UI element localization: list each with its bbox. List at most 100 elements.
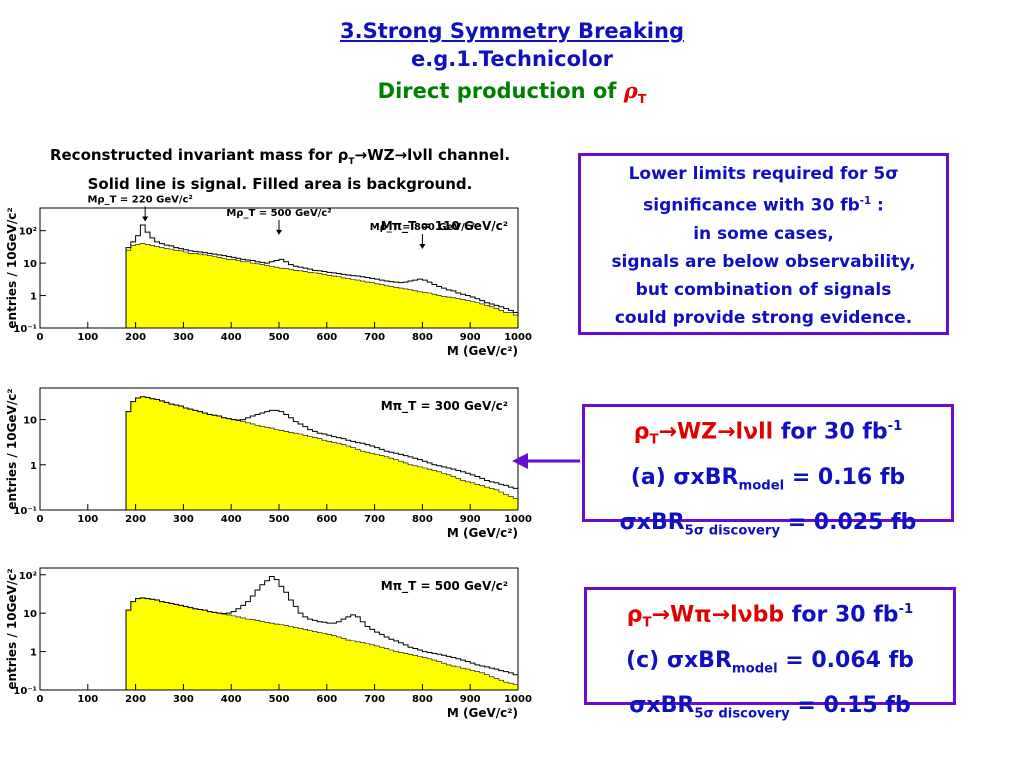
wpi-discovery-sub: 5σ discovery xyxy=(694,706,790,722)
pointer-arrow-head xyxy=(512,453,528,469)
y-axis-label: entries / 10GeV/c² xyxy=(5,388,19,509)
x-tick-label: 100 xyxy=(77,694,98,705)
caption-line-2: Solid line is signal. Filled area is bac… xyxy=(87,175,473,193)
wpi-process: →Wπ→lνbb xyxy=(651,602,785,628)
pointer-arrow xyxy=(512,453,580,469)
x-tick-label: 900 xyxy=(460,514,481,525)
annotation-500-label: Mρ_T = 500 GeV/c² xyxy=(226,208,331,219)
x-tick-label: 500 xyxy=(269,694,290,705)
rho-symbol: ρ xyxy=(623,78,638,103)
y-tick-label: 10⁻¹ xyxy=(13,506,37,517)
annotation-500-arrowhead xyxy=(276,229,282,235)
y-tick-label: 10 xyxy=(23,259,37,270)
background-histogram xyxy=(125,396,519,511)
info-box-limits: Lower limits required for 5σ significanc… xyxy=(578,153,949,335)
x-tick-label: 500 xyxy=(269,332,290,343)
caption-rho: ρ xyxy=(337,146,349,164)
y-tick-label: 10 xyxy=(23,416,37,427)
y-tick-label: 1 xyxy=(30,461,37,472)
panel-legend: Mπ_T = 300 GeV/c² xyxy=(381,399,508,414)
wz-rho-sub: T xyxy=(649,432,659,448)
info-box-wpi: ρT→Wπ→lνbb for 30 fb-1 (c) σxBRmodel = 0… xyxy=(584,587,956,722)
x-tick-label: 700 xyxy=(364,514,385,525)
caption-rho-sub: T xyxy=(348,157,355,167)
annotation-800-label: Mρ_T = 800 GeV/c² xyxy=(370,222,475,233)
background-histogram xyxy=(125,243,519,329)
x-tick-label: 900 xyxy=(460,694,481,705)
wpi-model-label: (c) σxBR xyxy=(626,647,732,673)
y-tick-label: 10 xyxy=(23,609,37,620)
limits-line-2: significance with 30 fb-1 : xyxy=(581,188,946,220)
histogram-panel-2: 0 100 200 300 400 500 600 700 800 900 1000 10⁻¹ 1 10 M… xyxy=(5,387,532,540)
signal-histogram xyxy=(125,396,518,510)
wz-process: →WZ→lνll xyxy=(658,419,774,445)
title-line-3-text: Direct production of xyxy=(377,79,624,103)
x-tick-label: 700 xyxy=(364,332,385,343)
x-tick-label: 600 xyxy=(316,514,337,525)
wpi-rho: ρ xyxy=(626,602,643,628)
x-tick-label: 600 xyxy=(316,694,337,705)
wpi-line-3: σxBR5σ discovery = 0.15 fb xyxy=(587,687,953,732)
wpi-luminosity-sup: -1 xyxy=(898,602,914,617)
x-tick-label: 800 xyxy=(412,514,433,525)
x-tick-label: 100 xyxy=(77,514,98,525)
limits-line-6: could provide strong evidence. xyxy=(614,307,913,328)
x-axis-label: M (GeV/c²) xyxy=(447,344,518,358)
limits-line-5: but combination of signals xyxy=(635,279,892,300)
x-axis-label: M (GeV/c²) xyxy=(447,526,518,540)
info-box-wz: ρT→WZ→lνll for 30 fb-1 (a) σxBRmodel = 0… xyxy=(582,404,954,539)
limits-line-2-sup: -1 xyxy=(859,196,872,207)
x-tick-label: 1000 xyxy=(504,694,532,705)
limits-line-4: signals are below observability, xyxy=(611,251,916,272)
x-tick-label: 700 xyxy=(364,694,385,705)
x-tick-label: 100 xyxy=(77,332,98,343)
caption-line-1: Reconstructed invariant mass for ρT→WZ→l… xyxy=(0,144,560,173)
x-tick-label: 800 xyxy=(412,694,433,705)
y-tick-label: 1 xyxy=(30,648,37,659)
limits-line-2-text: significance with 30 fb xyxy=(643,195,860,216)
x-tick-label: 0 xyxy=(37,514,44,525)
x-tick-label: 400 xyxy=(221,694,242,705)
x-tick-label: 0 xyxy=(37,694,44,705)
wz-rho: ρ xyxy=(633,419,650,445)
x-tick-label: 300 xyxy=(173,332,194,343)
y-tick-label: 10⁻¹ xyxy=(13,686,37,697)
wz-line-3: σxBR5σ discovery = 0.025 fb xyxy=(585,504,951,549)
title-line-1: 3.Strong Symmetry Breaking xyxy=(340,19,684,43)
x-axis-label: M (GeV/c²) xyxy=(447,706,518,720)
wz-discovery-sub: 5σ discovery xyxy=(684,523,781,539)
y-axis-label: entries / 10GeV/c² xyxy=(5,207,19,328)
y-tick-label: 10⁻¹ xyxy=(13,324,37,335)
signal-histogram xyxy=(125,576,518,690)
wpi-line-1: ρT→Wπ→lνbb for 30 fb-1 xyxy=(587,591,953,642)
annotation-220-label: Mρ_T = 220 GeV/c² xyxy=(87,195,192,206)
caption-post: →WZ→lνll channel. xyxy=(354,146,511,164)
histogram-panel-1: 0 100 200 300 400 500 600 700 800 900 1000 10⁻¹ 1 10 1… xyxy=(5,195,532,358)
wz-discovery-value: = 0.025 fb xyxy=(780,510,917,536)
title-line-2: e.g.1.Technicolor xyxy=(410,47,613,71)
background-histogram xyxy=(125,597,519,691)
annotation-220-arrowhead xyxy=(142,216,149,222)
wz-model-label: (a) σxBR xyxy=(630,464,739,490)
y-tick-label: 10² xyxy=(19,571,37,582)
limits-line-2-post: : xyxy=(871,195,884,216)
limits-line-1: Lower limits required for 5σ xyxy=(628,164,899,184)
signal-histogram xyxy=(125,224,518,328)
x-tick-label: 400 xyxy=(221,514,242,525)
wz-model-value: = 0.16 fb xyxy=(784,464,906,490)
title-line-3: Direct production of ρT xyxy=(0,78,1024,112)
x-tick-label: 200 xyxy=(125,332,146,343)
x-tick-label: 800 xyxy=(412,332,433,343)
x-tick-label: 400 xyxy=(221,332,242,343)
histogram-panel-3: 0 100 200 300 400 500 600 700 800 900 1000 10⁻¹ 1 10 1… xyxy=(5,567,532,720)
wpi-model-sub: model xyxy=(731,661,778,677)
x-tick-label: 300 xyxy=(173,694,194,705)
x-tick-label: 0 xyxy=(37,332,44,343)
x-tick-label: 500 xyxy=(269,514,290,525)
wpi-rho-sub: T xyxy=(642,615,652,631)
x-tick-label: 900 xyxy=(460,332,481,343)
y-tick-label: 1 xyxy=(30,292,37,303)
x-tick-label: 1000 xyxy=(504,514,532,525)
wz-model-sub: model xyxy=(738,478,785,494)
x-tick-label: 300 xyxy=(173,514,194,525)
